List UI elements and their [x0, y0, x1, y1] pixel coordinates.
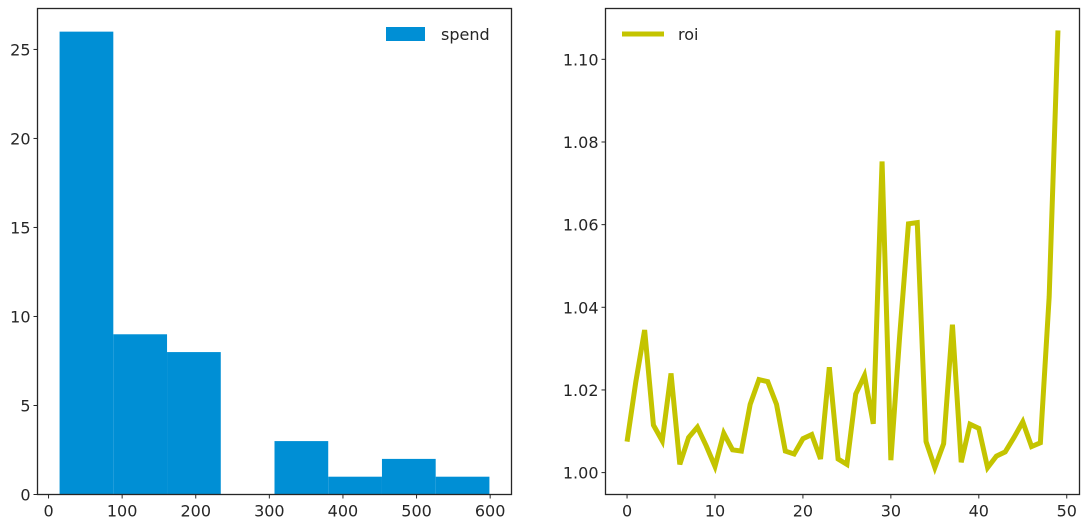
- histogram-bars: [59, 31, 490, 495]
- histogram-x-ticks: 0 100 200 300 400 500 600: [43, 494, 506, 521]
- histogram-bar: [274, 441, 329, 495]
- x-tick-label: 600: [475, 502, 506, 521]
- histogram-bar: [59, 31, 114, 495]
- y-tick-label: 25: [10, 40, 30, 59]
- x-tick-label: 500: [401, 502, 432, 521]
- x-tick-label: 10: [705, 502, 725, 521]
- legend-swatch-spend: [386, 27, 425, 41]
- histogram-y-ticks: 0 5 10 15 20 25: [10, 40, 38, 505]
- histogram-bar: [167, 352, 221, 495]
- y-tick-label: 20: [10, 129, 30, 148]
- histogram-bar: [435, 476, 490, 495]
- x-tick-label: 0: [43, 502, 53, 521]
- x-tick-label: 0: [622, 502, 632, 521]
- y-tick-label: 1.04: [563, 298, 599, 317]
- y-tick-label: 1.02: [563, 381, 599, 400]
- line-chart-axes-frame: [604, 7, 1081, 496]
- histogram-bar: [381, 458, 436, 495]
- legend-label-spend: spend: [441, 25, 490, 44]
- x-tick-label: 20: [793, 502, 813, 521]
- y-tick-label: 15: [10, 218, 30, 237]
- y-tick-label: 0: [20, 486, 30, 505]
- histogram-axes-frame: [36, 7, 513, 496]
- legend-label-roi: roi: [678, 25, 698, 44]
- line-chart-x-ticks: 0 10 20 30 40 50: [622, 494, 1077, 521]
- line-chart-y-ticks: 1.00 1.02 1.04 1.06 1.08 1.10: [563, 50, 606, 483]
- x-tick-label: 400: [328, 502, 359, 521]
- line-chart-legend: roi: [622, 25, 698, 44]
- histogram-legend: spend: [386, 25, 490, 44]
- line-chart-panel: 0 10 20 30 40 50 1.00 1.02 1.04 1.06 1.08 1.10 roi: [563, 7, 1081, 521]
- x-tick-label: 100: [107, 502, 138, 521]
- y-tick-label: 5: [20, 396, 30, 415]
- x-tick-label: 30: [881, 502, 901, 521]
- y-tick-label: 1.00: [563, 464, 599, 483]
- y-tick-label: 10: [10, 307, 30, 326]
- x-tick-label: 200: [180, 502, 211, 521]
- x-tick-label: 50: [1057, 502, 1077, 521]
- line-series-roi: [624, 30, 1061, 476]
- x-tick-label: 40: [969, 502, 989, 521]
- histogram-bar: [113, 334, 168, 495]
- histogram-panel: 0 100 200 300 400 500 600 0 5 10 15 20 25 spend: [10, 7, 513, 521]
- y-tick-label: 1.10: [563, 50, 599, 69]
- y-tick-label: 1.06: [563, 216, 599, 235]
- histogram-bar: [328, 476, 382, 495]
- x-tick-label: 300: [254, 502, 285, 521]
- y-tick-label: 1.08: [563, 133, 599, 152]
